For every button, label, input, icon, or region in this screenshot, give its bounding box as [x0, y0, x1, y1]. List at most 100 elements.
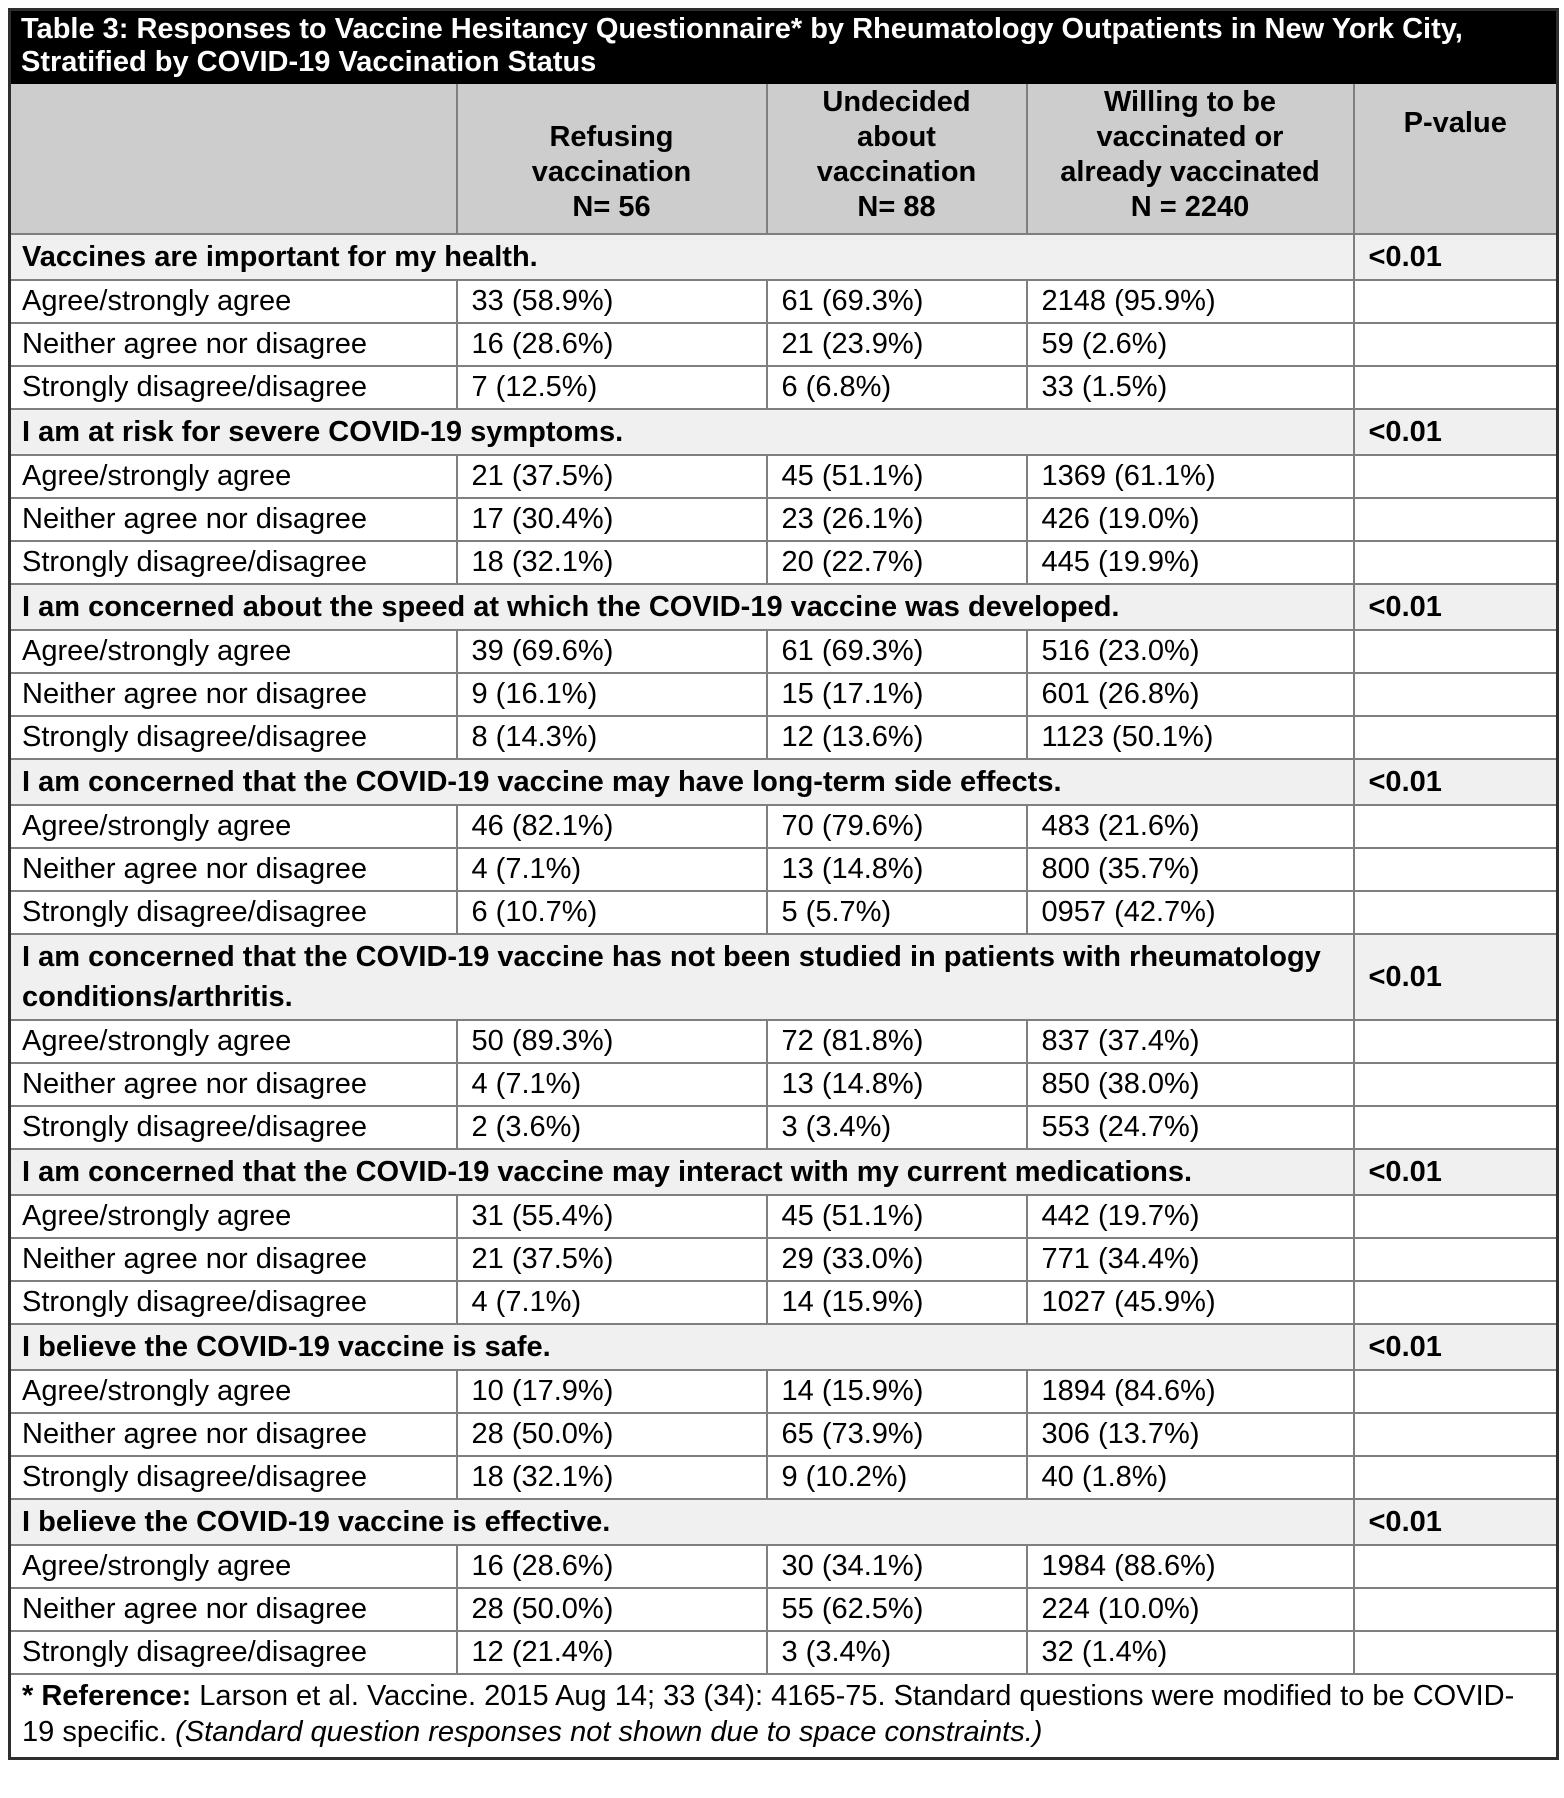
undecided-value: 13 (14.8%): [765, 847, 1028, 892]
p-value-empty: [1352, 540, 1559, 585]
p-value-empty: [1352, 1237, 1559, 1282]
table-row: Agree/strongly agree 50 (89.3%) 72 (81.8…: [8, 1019, 1559, 1064]
p-value-empty: [1352, 1412, 1559, 1457]
willing-value: 1369 (61.1%): [1025, 454, 1355, 499]
response-label: Neither agree nor disagree: [8, 1412, 458, 1457]
p-value: <0.01: [1352, 1148, 1559, 1196]
vaccine-hesitancy-table: Table 3: Responses to Vaccine Hesitancy …: [8, 8, 1560, 1760]
p-value-empty: [1352, 847, 1559, 892]
question-row: I am concerned that the COVID-19 vaccine…: [8, 758, 1559, 806]
response-label: Strongly disagree/disagree: [8, 1455, 458, 1500]
response-label: Strongly disagree/disagree: [8, 715, 458, 760]
question-text: I am concerned that the COVID-19 vaccine…: [8, 933, 1355, 1021]
refusing-value: 12 (21.4%): [455, 1630, 768, 1675]
table-row: Strongly disagree/disagree 12 (21.4%) 3 …: [8, 1630, 1559, 1675]
p-value-empty: [1352, 1019, 1559, 1064]
refusing-value: 7 (12.5%): [455, 365, 768, 410]
refusing-value: 16 (28.6%): [455, 322, 768, 367]
response-label: Neither agree nor disagree: [8, 322, 458, 367]
response-label: Strongly disagree/disagree: [8, 1630, 458, 1675]
undecided-value: 29 (33.0%): [765, 1237, 1028, 1282]
refusing-value: 50 (89.3%): [455, 1019, 768, 1064]
question-row: I am concerned that the COVID-19 vaccine…: [8, 1148, 1559, 1196]
p-value-empty: [1352, 1630, 1559, 1675]
p-value-empty: [1352, 1455, 1559, 1500]
table-row: Agree/strongly agree 33 (58.9%) 61 (69.3…: [8, 279, 1559, 324]
question-row: I believe the COVID-19 vaccine is effect…: [8, 1498, 1559, 1546]
willing-value: 837 (37.4%): [1025, 1019, 1355, 1064]
p-value: <0.01: [1352, 1498, 1559, 1546]
willing-value: 771 (34.4%): [1025, 1237, 1355, 1282]
question-row: I am concerned that the COVID-19 vaccine…: [8, 933, 1559, 1021]
undecided-value: 45 (51.1%): [765, 454, 1028, 499]
refusing-value: 39 (69.6%): [455, 629, 768, 674]
willing-value: 306 (13.7%): [1025, 1412, 1355, 1457]
refusing-value: 18 (32.1%): [455, 1455, 768, 1500]
response-label: Agree/strongly agree: [8, 804, 458, 849]
p-value-empty: [1352, 1194, 1559, 1239]
response-label: Agree/strongly agree: [8, 1544, 458, 1589]
willing-value: 516 (23.0%): [1025, 629, 1355, 674]
p-value: <0.01: [1352, 933, 1559, 1021]
p-value-empty: [1352, 279, 1559, 324]
column-header-undecided: Undecided about vaccination N= 88: [765, 82, 1028, 235]
p-value: <0.01: [1352, 758, 1559, 806]
undecided-value: 13 (14.8%): [765, 1062, 1028, 1107]
undecided-value: 72 (81.8%): [765, 1019, 1028, 1064]
undecided-value: 30 (34.1%): [765, 1544, 1028, 1589]
table-row: Neither agree nor disagree 9 (16.1%) 15 …: [8, 672, 1559, 717]
p-value-empty: [1352, 454, 1559, 499]
footnote-italic-note: (Standard question responses not shown d…: [175, 1716, 1043, 1748]
undecided-value: 23 (26.1%): [765, 497, 1028, 542]
table-row: Neither agree nor disagree 28 (50.0%) 55…: [8, 1587, 1559, 1632]
question-row: I am concerned about the speed at which …: [8, 583, 1559, 631]
response-label: Neither agree nor disagree: [8, 672, 458, 717]
undecided-value: 6 (6.8%): [765, 365, 1028, 410]
willing-value: 1984 (88.6%): [1025, 1544, 1355, 1589]
undecided-value: 21 (23.9%): [765, 322, 1028, 367]
footnote: * Reference: Larson et al. Vaccine. 2015…: [8, 1673, 1559, 1760]
undecided-value: 61 (69.3%): [765, 279, 1028, 324]
table-row: Agree/strongly agree 31 (55.4%) 45 (51.1…: [8, 1194, 1559, 1239]
refusing-value: 28 (50.0%): [455, 1412, 768, 1457]
table-row: Strongly disagree/disagree 2 (3.6%) 3 (3…: [8, 1105, 1559, 1150]
undecided-value: 14 (15.9%): [765, 1280, 1028, 1325]
table-row: Agree/strongly agree 39 (69.6%) 61 (69.3…: [8, 629, 1559, 674]
p-value-empty: [1352, 1544, 1559, 1589]
refusing-value: 33 (58.9%): [455, 279, 768, 324]
table-row: Strongly disagree/disagree 18 (32.1%) 9 …: [8, 1455, 1559, 1500]
p-value-empty: [1352, 629, 1559, 674]
question-text: I am concerned that the COVID-19 vaccine…: [8, 1148, 1355, 1196]
refusing-value: 17 (30.4%): [455, 497, 768, 542]
willing-value: 426 (19.0%): [1025, 497, 1355, 542]
response-label: Strongly disagree/disagree: [8, 890, 458, 935]
refusing-value: 21 (37.5%): [455, 454, 768, 499]
table-row: Neither agree nor disagree 4 (7.1%) 13 (…: [8, 847, 1559, 892]
refusing-value: 6 (10.7%): [455, 890, 768, 935]
response-label: Agree/strongly agree: [8, 1194, 458, 1239]
refusing-value: 10 (17.9%): [455, 1369, 768, 1414]
response-label: Neither agree nor disagree: [8, 1587, 458, 1632]
willing-value: 1894 (84.6%): [1025, 1369, 1355, 1414]
table-row: Agree/strongly agree 16 (28.6%) 30 (34.1…: [8, 1544, 1559, 1589]
table-row: Strongly disagree/disagree 6 (10.7%) 5 (…: [8, 890, 1559, 935]
question-text: I am at risk for severe COVID-19 symptom…: [8, 408, 1355, 456]
p-value-empty: [1352, 672, 1559, 717]
willing-value: 1123 (50.1%): [1025, 715, 1355, 760]
willing-value: 850 (38.0%): [1025, 1062, 1355, 1107]
question-text: I believe the COVID-19 vaccine is effect…: [8, 1498, 1355, 1546]
table-row: Neither agree nor disagree 16 (28.6%) 21…: [8, 322, 1559, 367]
willing-value: 32 (1.4%): [1025, 1630, 1355, 1675]
undecided-value: 65 (73.9%): [765, 1412, 1028, 1457]
response-label: Agree/strongly agree: [8, 454, 458, 499]
table-row: Strongly disagree/disagree 7 (12.5%) 6 (…: [8, 365, 1559, 410]
question-text: Vaccines are important for my health.: [8, 233, 1355, 281]
table-title-row: Table 3: Responses to Vaccine Hesitancy …: [8, 8, 1559, 84]
question-row: I am at risk for severe COVID-19 symptom…: [8, 408, 1559, 456]
refusing-value: 4 (7.1%): [455, 1062, 768, 1107]
willing-value: 800 (35.7%): [1025, 847, 1355, 892]
undecided-value: 45 (51.1%): [765, 1194, 1028, 1239]
undecided-value: 3 (3.4%): [765, 1630, 1028, 1675]
p-value-empty: [1352, 1587, 1559, 1632]
undecided-value: 20 (22.7%): [765, 540, 1028, 585]
